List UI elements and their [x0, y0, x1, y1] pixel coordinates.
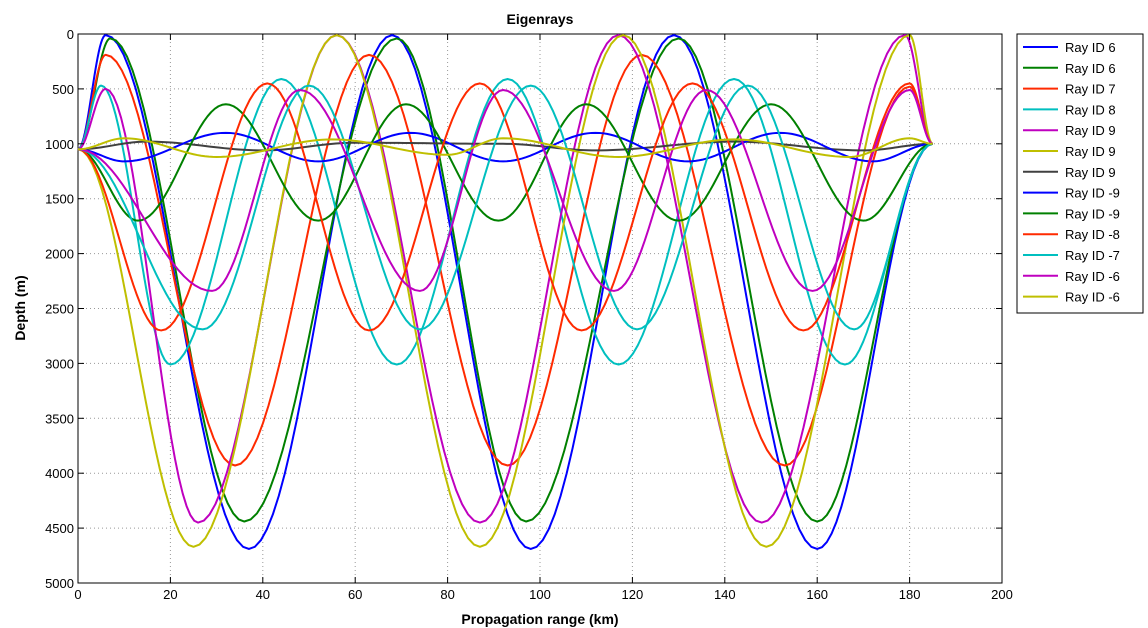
- x-tick-label: 80: [440, 587, 454, 602]
- y-axis-label: Depth (m): [12, 275, 28, 340]
- legend-entry-10: Ray ID -8: [1065, 227, 1120, 242]
- y-tick-label: 0: [67, 27, 74, 42]
- y-tick-label: 1000: [45, 137, 74, 152]
- series-line-12: [77, 89, 933, 292]
- legend-entry-3: Ray ID 7: [1065, 82, 1116, 97]
- series-line-7: [77, 140, 933, 152]
- y-tick-label: 4000: [45, 466, 74, 481]
- legend: Ray ID 6 Ray ID 6 Ray ID 7 Ray ID 8 Ray ID 9…: [1016, 33, 1144, 314]
- y-tick-label: 1500: [45, 192, 74, 207]
- legend-entry-2: Ray ID 6: [1065, 61, 1116, 76]
- x-tick-label: 200: [991, 587, 1013, 602]
- x-tick-label: 40: [256, 587, 270, 602]
- legend-entry-6: Ray ID 9: [1065, 144, 1116, 159]
- y-tick-label: 2500: [45, 302, 74, 317]
- y-tick-label: 3500: [45, 411, 74, 426]
- series-line-2: [77, 37, 934, 523]
- x-tick-label: 120: [622, 587, 644, 602]
- series-line-11: [77, 84, 933, 331]
- series-line-1: [77, 34, 934, 550]
- x-tick-label: 100: [529, 587, 551, 602]
- legend-entry-4: Ray ID 8: [1065, 102, 1116, 117]
- y-tick-label: 2000: [45, 247, 74, 262]
- x-tick-label: 0: [74, 587, 81, 602]
- axis-ticks: 0 20 40 60 80 100 120 140 160 180 2000500100015002…: [45, 27, 1013, 602]
- x-tick-label: 20: [163, 587, 177, 602]
- series-line-13: [77, 137, 933, 158]
- x-axis-label: Propagation range (km): [461, 611, 618, 627]
- legend-entry-1: Ray ID 6: [1065, 40, 1116, 55]
- legend-entry-12: Ray ID -6: [1065, 269, 1120, 284]
- y-tick-label: 4500: [45, 521, 74, 536]
- series-line-9: [77, 103, 933, 222]
- y-tick-label: 3000: [45, 356, 74, 371]
- legend-entry-7: Ray ID 9: [1065, 165, 1116, 180]
- legend-entry-13: Ray ID -6: [1065, 290, 1120, 305]
- x-tick-label: 60: [348, 587, 362, 602]
- y-tick-label: 5000: [45, 576, 74, 591]
- y-tick-label: 500: [52, 82, 74, 97]
- x-tick-label: 140: [714, 587, 736, 602]
- chart-title: Eigenrays: [507, 11, 574, 27]
- legend-entry-11: Ray ID -7: [1065, 248, 1120, 263]
- legend-entry-5: Ray ID 9: [1065, 123, 1116, 138]
- x-tick-label: 180: [899, 587, 921, 602]
- legend-entry-9: Ray ID -9: [1065, 206, 1120, 221]
- legend-box: [1016, 33, 1144, 314]
- legend-entry-8: Ray ID -9: [1065, 186, 1120, 201]
- series-group: [77, 34, 934, 550]
- x-tick-label: 160: [806, 587, 828, 602]
- series-line-6: [77, 34, 934, 548]
